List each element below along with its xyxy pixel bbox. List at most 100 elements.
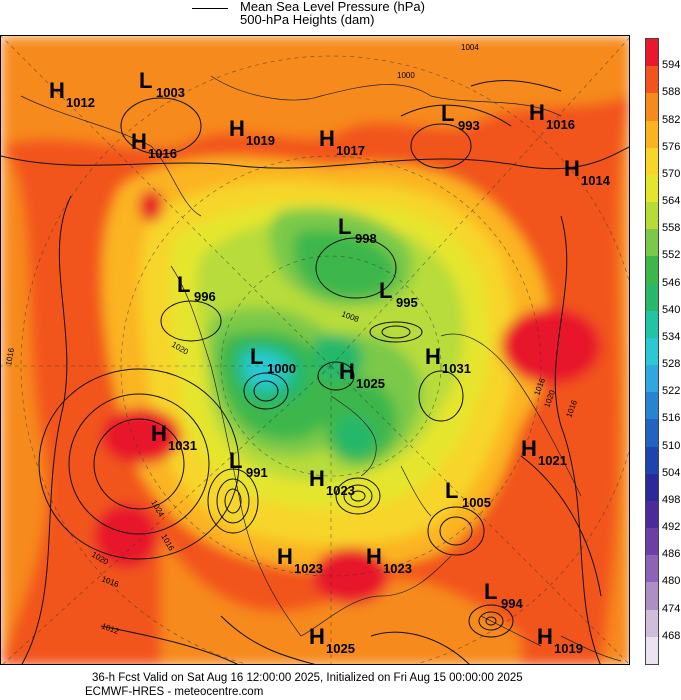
high-pressure-letter: H <box>319 126 335 151</box>
low-pressure-letter: L <box>445 478 458 503</box>
colorbar-tick-label: 492 <box>662 521 681 534</box>
pressure-center-value: 1019 <box>554 641 583 656</box>
pressure-center-value: 1023 <box>383 561 412 576</box>
colorbar-segment <box>646 66 658 94</box>
isobar-legend-label: Mean Sea Level Pressure (hPa) <box>240 0 425 14</box>
isobar-value-label: 1000 <box>397 71 415 80</box>
high-pressure-letter: H <box>309 466 325 491</box>
high-pressure-letter: H <box>537 624 553 649</box>
colorbar-segment <box>646 174 658 203</box>
colorbar-segment <box>646 229 658 257</box>
high-pressure-letter: H <box>339 359 355 384</box>
colorbar-tick-label: 528 <box>662 358 681 371</box>
colorbar-segment <box>646 256 658 285</box>
colorbar-segment <box>646 310 658 339</box>
high-pressure-letter: H <box>521 436 537 461</box>
colorbar-tick-label: 540 <box>662 303 681 316</box>
colorbar-segment <box>646 283 658 312</box>
colorbar-segment <box>646 582 658 611</box>
low-pressure-letter: L <box>250 344 263 369</box>
low-pressure-letter: L <box>229 448 242 473</box>
high-pressure-letter: H <box>366 544 382 569</box>
colorbar-segment <box>646 337 658 366</box>
colorbar-segment <box>646 392 658 420</box>
pressure-center-value: 991 <box>246 465 268 480</box>
colorbar-tick-label: 474 <box>662 602 681 615</box>
low-pressure-letter: L <box>441 101 454 126</box>
colorbar-segment <box>646 500 658 529</box>
colorbar-tick-label: 546 <box>662 276 681 289</box>
map-legend: Mean Sea Level Pressure (hPa) 500-hPa He… <box>190 0 490 30</box>
heights-legend-label: 500-hPa Heights (dam) <box>240 12 375 27</box>
colorbar-tick-label: 516 <box>662 412 681 425</box>
colorbar-tick-label: 522 <box>662 385 681 398</box>
colorbar-segment <box>646 93 658 122</box>
colorbar-tick-label: 552 <box>662 249 681 262</box>
height-colorbar <box>645 38 659 665</box>
colorbar-tick-label: 486 <box>662 548 681 561</box>
colorbar-segment <box>646 202 658 230</box>
colorbar-segment <box>646 473 658 502</box>
colorbar-segment <box>646 419 658 448</box>
colorbar-tick-label: 510 <box>662 439 681 452</box>
colorbar-segment <box>646 528 658 556</box>
colorbar-segment <box>646 120 658 149</box>
pressure-center-value: 1023 <box>326 483 355 498</box>
colorbar-tick-label: 582 <box>662 113 681 126</box>
pressure-center-value: 994 <box>501 596 523 611</box>
low-pressure-letter: L <box>379 278 392 303</box>
colorbar-segment <box>646 365 658 393</box>
pressure-center-value: 996 <box>194 289 216 304</box>
high-pressure-letter: H <box>151 421 167 446</box>
colorbar-tick-label: 504 <box>662 466 681 479</box>
pressure-center-value: 993 <box>458 118 480 133</box>
high-pressure-letter: H <box>309 624 325 649</box>
pressure-center-value: 1016 <box>546 117 575 132</box>
pressure-center-value: 998 <box>355 231 377 246</box>
low-pressure-letter: L <box>177 272 190 297</box>
colorbar-tick-label: 594 <box>662 59 681 72</box>
pressure-center-value: 1016 <box>148 146 177 161</box>
pressure-center-value: 1031 <box>442 361 471 376</box>
forecast-valid-time: 36-h Fcst Valid on Sat Aug 16 12:00:00 2… <box>92 672 523 684</box>
isobar-value-label: 1004 <box>461 43 479 52</box>
colorbar-tick-label: 588 <box>662 86 681 99</box>
colorbar-tick-label: 558 <box>662 222 681 235</box>
pressure-center-value: 1019 <box>246 133 275 148</box>
map-canvas: 1004100010081016101610201024102010161012… <box>1 36 629 664</box>
graticule <box>1 36 629 664</box>
pressure-center-value: 1025 <box>356 376 385 391</box>
pressure-center-value: 1031 <box>168 438 197 453</box>
pressure-center-value: 1021 <box>538 453 567 468</box>
pressure-center-value: 1012 <box>66 95 95 110</box>
low-pressure-letter: L <box>484 579 497 604</box>
pressure-center-value: 1005 <box>462 495 491 510</box>
coastlines <box>20 75 622 662</box>
high-pressure-letter: H <box>425 344 441 369</box>
pressure-center-value: 1025 <box>326 641 355 656</box>
colorbar-tick-label: 534 <box>662 330 681 343</box>
colorbar-tick-label: 468 <box>662 629 681 642</box>
low-pressure-letter: L <box>139 68 152 93</box>
isobar-value-label: 1016 <box>4 347 16 367</box>
colorbar-tick-label: 570 <box>662 167 681 180</box>
colorbar-tick-label: 576 <box>662 140 681 153</box>
pressure-center-value: 1014 <box>581 173 611 188</box>
pressure-center-value: 1023 <box>294 561 323 576</box>
high-pressure-letter: H <box>564 156 580 181</box>
colorbar-segment <box>646 609 658 638</box>
colorbar-tick-label: 480 <box>662 575 681 588</box>
isobar-legend-line <box>192 8 228 9</box>
high-pressure-letter: H <box>49 78 65 103</box>
colorbar-segment <box>646 636 658 665</box>
colorbar-segment <box>646 39 658 67</box>
high-pressure-letter: H <box>131 129 147 154</box>
pressure-center-value: 1000 <box>267 361 296 376</box>
pressure-center-value: 1017 <box>336 143 365 158</box>
colorbar-tick-label: 498 <box>662 493 681 506</box>
model-source-credit: ECMWF-HRES - meteocentre.com <box>85 686 264 698</box>
colorbar-segment <box>646 147 658 176</box>
pressure-center-value: 995 <box>396 295 418 310</box>
high-pressure-letter: H <box>229 116 245 141</box>
